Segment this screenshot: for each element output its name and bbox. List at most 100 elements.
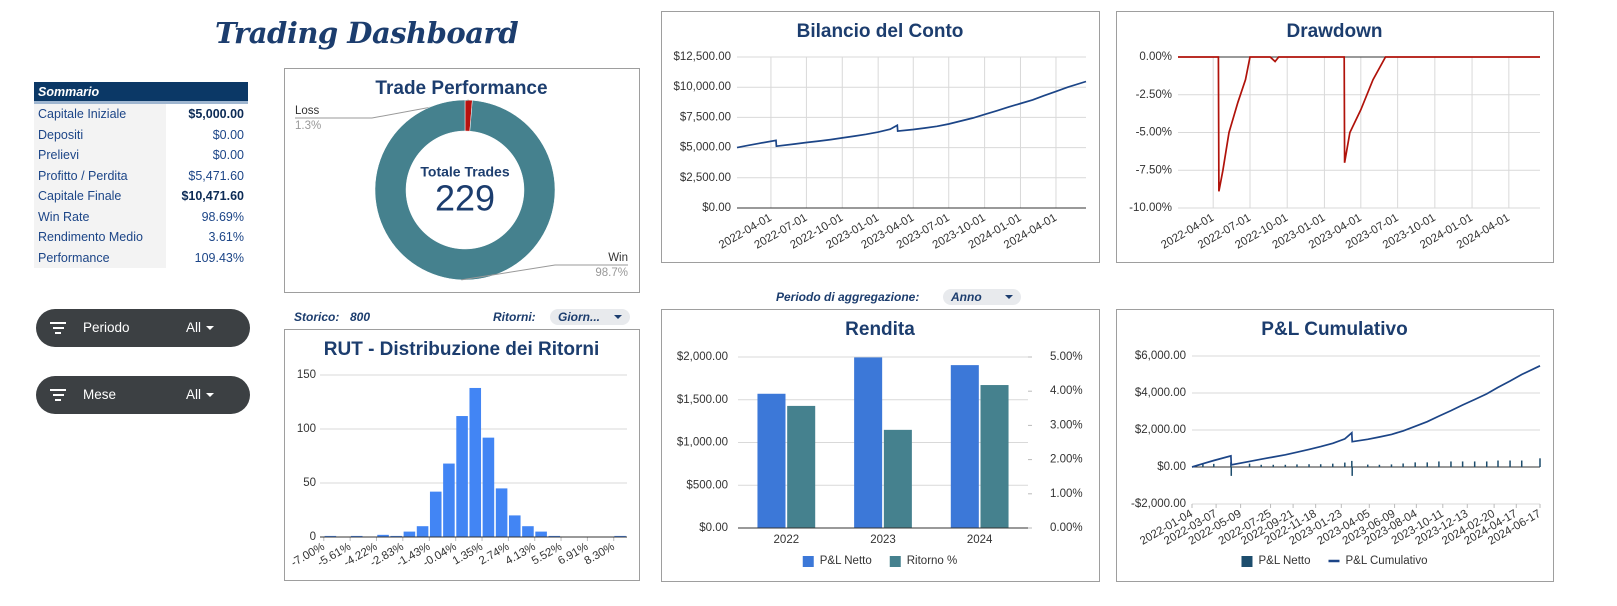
bar xyxy=(1539,458,1541,467)
y-tick-label: 150 xyxy=(297,369,316,381)
chart-title: P&L Cumulativo xyxy=(1261,319,1407,340)
row-value: $0.00 xyxy=(212,148,244,163)
y-tick-label: 0.00% xyxy=(1050,522,1083,534)
filter-value-text: All xyxy=(186,320,202,335)
chart-title: RUT - Distribuzione dei Ritorni xyxy=(324,339,600,360)
y-tick-label: $0.00 xyxy=(699,522,728,534)
dashboard-title: Trading Dashboard xyxy=(215,16,519,50)
y-tick-label: -7.50% xyxy=(1136,164,1172,176)
bar xyxy=(1390,464,1393,467)
row-label: Rendimento Medio xyxy=(34,227,166,248)
row-label: Depositi xyxy=(34,124,166,145)
x-tick-label: 2022 xyxy=(774,534,800,546)
bar xyxy=(495,488,508,537)
row-label: Capitale Finale xyxy=(34,186,166,207)
line xyxy=(736,80,1087,149)
legend: P&L Netto Ritorno % xyxy=(802,555,958,567)
bar xyxy=(1284,464,1287,467)
bar xyxy=(1402,463,1404,467)
bar xyxy=(1509,460,1511,467)
bar xyxy=(1344,462,1346,467)
bar xyxy=(390,535,403,537)
bar xyxy=(508,515,521,537)
center-value: 229 xyxy=(435,178,495,219)
slice-label: Win xyxy=(608,252,628,264)
bar xyxy=(1272,464,1275,467)
periodo-dropdown[interactable]: Anno xyxy=(943,289,1021,305)
legend-label: P&L Netto xyxy=(1258,555,1310,567)
y-tick-label: $7,500.00 xyxy=(680,111,731,123)
y-tick-label: 5.00% xyxy=(1050,351,1083,363)
row-label: Prelievi xyxy=(34,145,166,166)
y-tick-label: $1,500.00 xyxy=(677,394,728,406)
filter-chip[interactable]: Mese All xyxy=(36,376,250,414)
bar xyxy=(548,535,561,537)
bar xyxy=(403,531,416,537)
row-label: Win Rate xyxy=(34,206,166,227)
bar xyxy=(787,405,816,528)
row-label: Capitale Iniziale xyxy=(34,102,166,125)
caret xyxy=(1005,295,1013,299)
bar xyxy=(522,526,534,537)
bar xyxy=(1520,460,1523,467)
y-tick-label: $2,500.00 xyxy=(680,172,731,184)
line xyxy=(1178,56,1540,192)
y-tick-label: $0.00 xyxy=(702,202,731,214)
filter-value: All xyxy=(186,320,215,335)
y-tick-label: $2,000.00 xyxy=(1135,424,1186,436)
legend-label: P&L Cumulativo xyxy=(1345,555,1427,567)
filter-label: Periodo xyxy=(83,320,130,335)
row-value: $5,000.00 xyxy=(188,107,244,122)
x-tick-label: 2023 xyxy=(870,534,896,546)
legend-label: Ritorno % xyxy=(907,555,958,567)
periodo-label: Periodo di aggregazione: xyxy=(776,290,920,304)
y-tick-label: -$2,000.00 xyxy=(1131,498,1186,510)
ritorni-dropdown[interactable]: Giorn... xyxy=(550,309,630,325)
y-tick-label: $500.00 xyxy=(686,479,728,491)
bar xyxy=(1319,464,1322,467)
bar xyxy=(1366,464,1369,467)
bar xyxy=(1438,461,1440,467)
bar xyxy=(614,535,626,537)
caret xyxy=(614,315,622,319)
y-tick-label: $0.00 xyxy=(1157,461,1186,473)
row-value: $0.00 xyxy=(212,127,244,142)
panel xyxy=(1116,11,1554,263)
bar xyxy=(535,531,547,537)
x-tick-label: 2024 xyxy=(967,534,993,546)
legend-swatch xyxy=(802,556,814,567)
bar xyxy=(1485,461,1488,467)
y-tick-label: -5.00% xyxy=(1136,127,1172,139)
bar xyxy=(1461,461,1464,467)
panel xyxy=(1116,309,1554,582)
bar xyxy=(377,534,389,537)
row-value: 3.61% xyxy=(208,230,244,245)
bar xyxy=(1414,462,1416,467)
row-label: Performance xyxy=(34,247,166,268)
y-tick-label: 3.00% xyxy=(1050,419,1083,431)
bar xyxy=(416,526,429,537)
line xyxy=(1191,365,1541,468)
y-tick-label: 100 xyxy=(297,423,316,435)
y-tick-label: 1.00% xyxy=(1050,488,1083,500)
bar xyxy=(482,437,495,537)
legend-label: P&L Netto xyxy=(820,555,872,567)
y-tick-label: -2.50% xyxy=(1136,89,1172,101)
filter-icon xyxy=(50,389,66,401)
legend: P&L Netto P&L Cumulativo xyxy=(1241,555,1428,567)
center-label: Totale Trades xyxy=(420,164,509,180)
bar xyxy=(1202,463,1204,467)
row-value: 109.43% xyxy=(194,250,244,265)
bar xyxy=(1260,464,1262,467)
bar xyxy=(1230,467,1233,476)
bar xyxy=(1426,462,1428,467)
y-tick-label: 0 xyxy=(310,531,316,543)
y-tick-label: $5,000.00 xyxy=(680,142,731,154)
slice-label: Loss xyxy=(295,105,320,117)
filter-chip[interactable]: Periodo All xyxy=(36,309,250,347)
y-tick-label: $12,500.00 xyxy=(673,51,731,63)
bar xyxy=(1473,461,1476,467)
bar xyxy=(469,387,482,537)
